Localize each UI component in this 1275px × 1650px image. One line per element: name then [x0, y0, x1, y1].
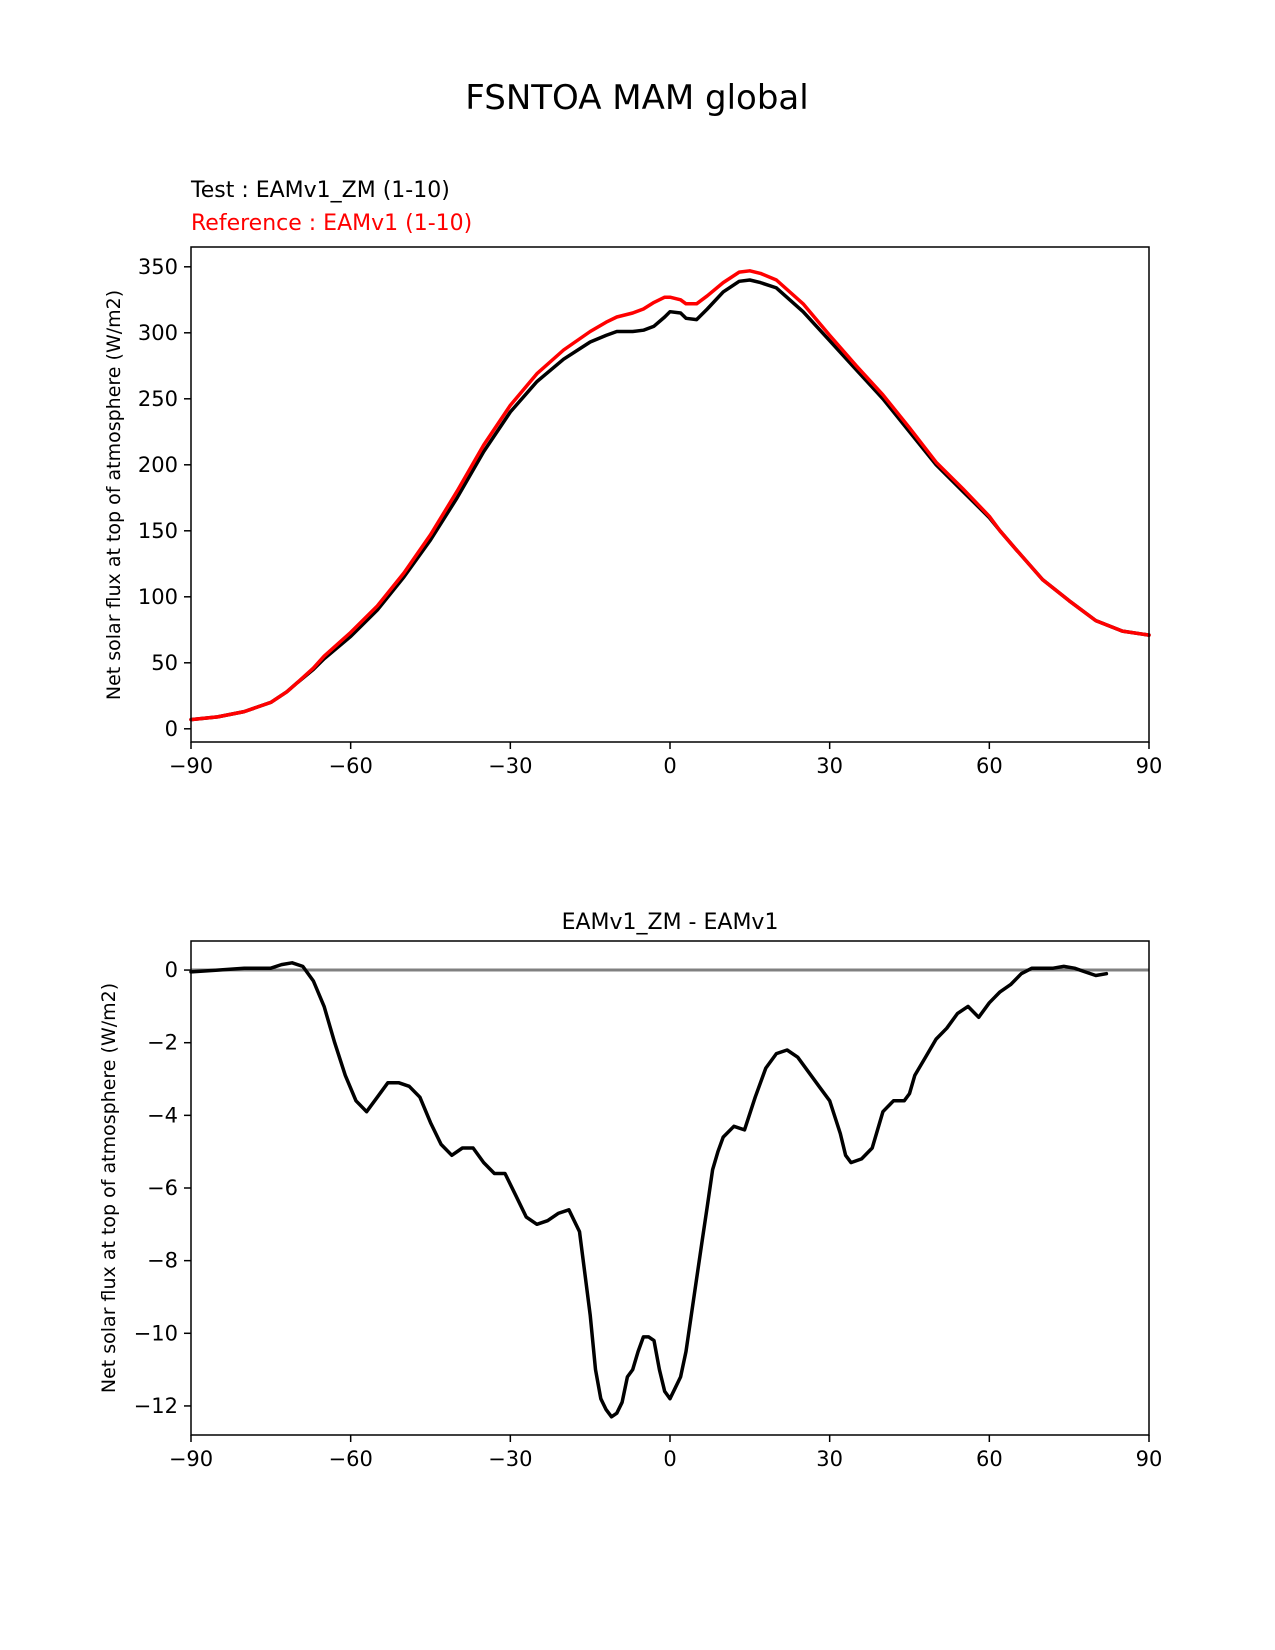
bottom-axes-frame: [190, 940, 1150, 1436]
y-tick-label: 0: [165, 717, 178, 741]
x-tick-label: 60: [976, 754, 1003, 778]
y-tick-label: −10: [134, 1321, 178, 1345]
x-tick-label: 90: [1136, 1447, 1163, 1471]
x-tick-label: 0: [663, 754, 676, 778]
x-tick-label: −30: [488, 1447, 532, 1471]
top-chart: Test : EAMv1_ZM (1-10) Reference : EAMv1…: [103, 178, 1162, 778]
series-line-1: [189, 269, 1151, 722]
y-tick-label: 0: [165, 958, 178, 982]
bottom-chart-title: EAMv1_ZM - EAMv1: [562, 910, 779, 935]
y-tick-label: −4: [147, 1103, 178, 1127]
series-line-0: [189, 961, 1109, 1419]
y-tick-label: 250: [138, 387, 178, 411]
y-tick-label: −6: [147, 1176, 178, 1200]
x-tick-label: −60: [329, 1447, 373, 1471]
bottom-chart: EAMv1_ZM - EAMv1 Net solar flux at top o…: [98, 910, 1162, 1471]
y-tick-label: 150: [138, 519, 178, 543]
figure-title: FSNTOA MAM global: [465, 78, 808, 118]
bottom-plot-area: −90 −60 −30 0 30 60 90 0 −2 −4 −6 −8 −10 −12: [134, 958, 1163, 1471]
legend-test-label: Test : EAMv1_ZM (1-10): [190, 178, 450, 203]
x-tick-label: −90: [169, 754, 213, 778]
top-y-axis-label: Net solar flux at top of atmosphere (W/m…: [103, 290, 125, 700]
x-tick-label: −90: [169, 1447, 213, 1471]
x-tick-label: 60: [976, 1447, 1003, 1471]
y-tick-label: 300: [138, 321, 178, 345]
series-line-0: [189, 278, 1151, 722]
legend-reference-label: Reference : EAMv1 (1-10): [191, 211, 472, 236]
y-tick-label: 350: [138, 255, 178, 279]
top-axes-frame: [190, 246, 1150, 743]
x-tick-label: 0: [663, 1447, 676, 1471]
top-plot-area: −90 −60 −30 0 30 60 90 0 50 100 150 200 250 300 350: [138, 255, 1162, 778]
x-tick-label: 30: [816, 1447, 843, 1471]
y-tick-label: −8: [147, 1249, 178, 1273]
y-tick-label: 200: [138, 453, 178, 477]
x-tick-label: 30: [816, 754, 843, 778]
x-tick-label: 90: [1136, 754, 1163, 778]
x-tick-label: −60: [329, 754, 373, 778]
y-tick-label: 50: [151, 651, 178, 675]
y-tick-label: −12: [134, 1394, 178, 1418]
y-tick-label: −2: [147, 1031, 178, 1055]
x-tick-label: −30: [488, 754, 532, 778]
y-tick-label: 100: [138, 585, 178, 609]
bottom-y-axis-label: Net solar flux at top of atmosphere (W/m…: [98, 983, 120, 1393]
